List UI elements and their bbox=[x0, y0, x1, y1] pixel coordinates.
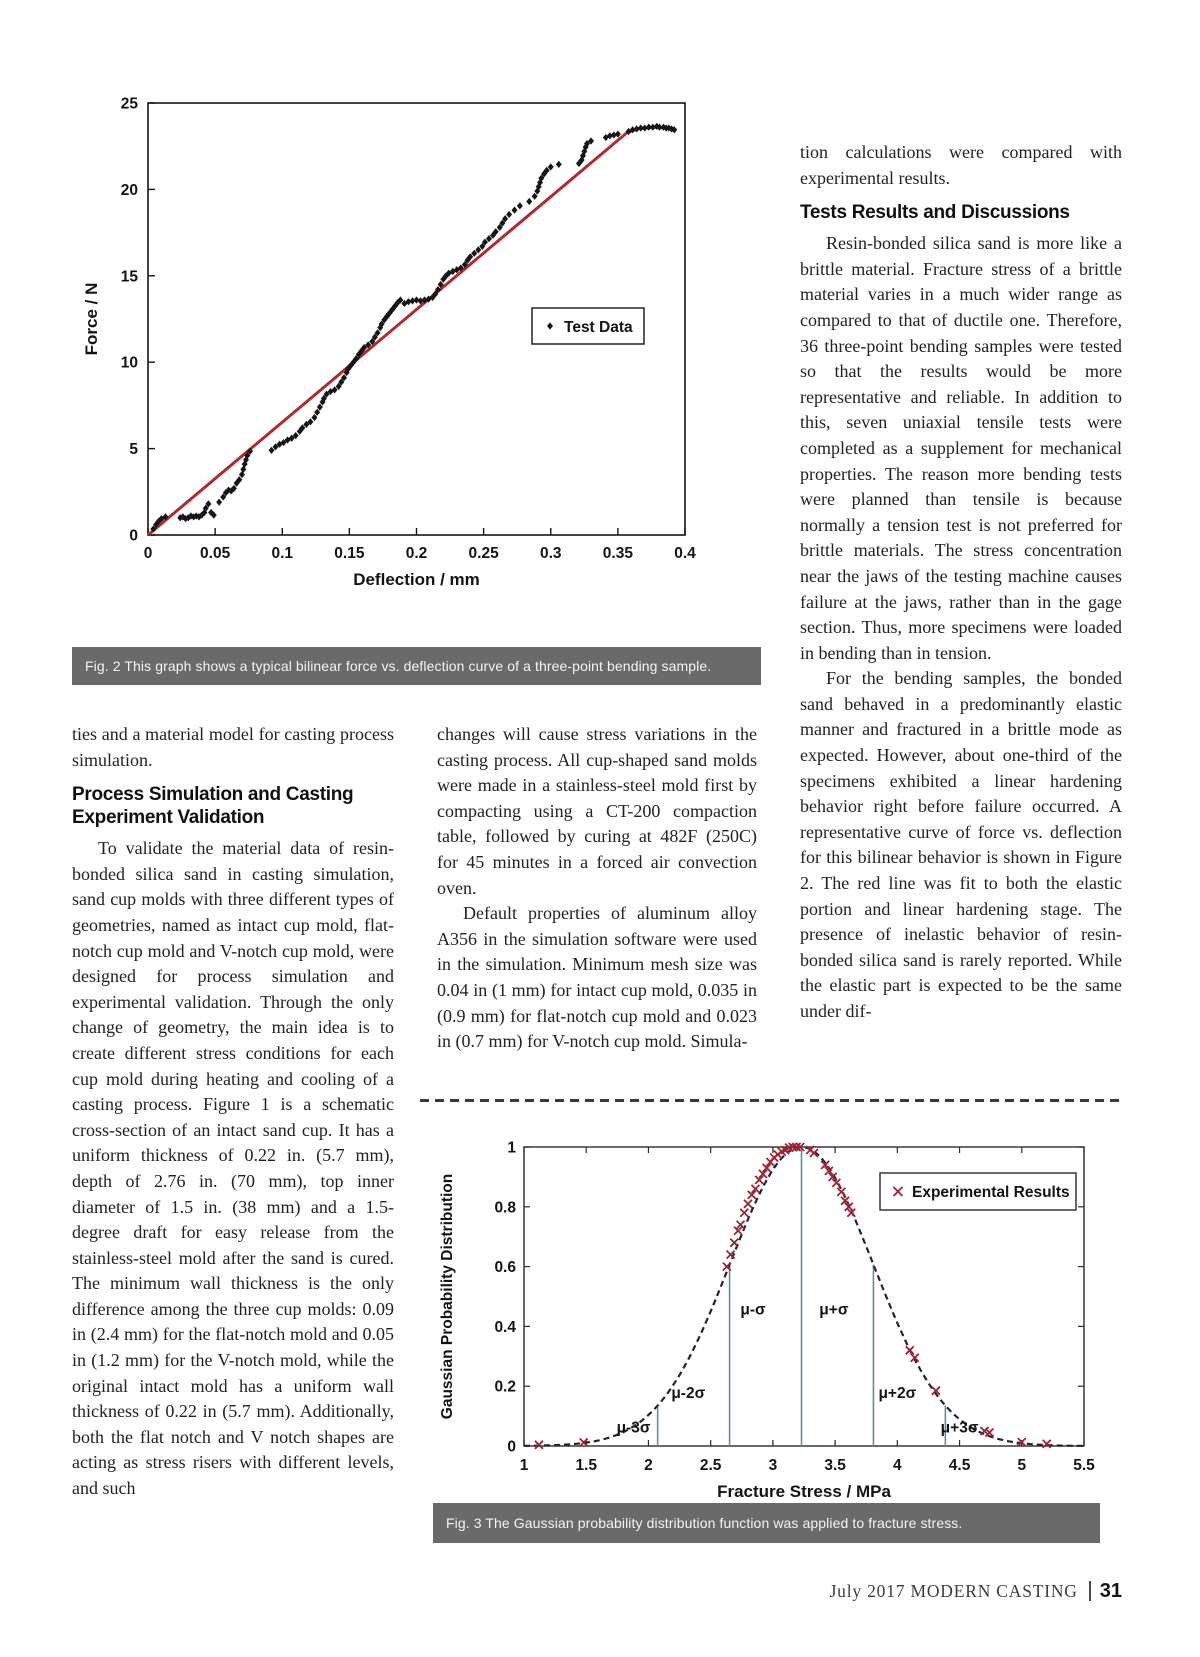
section-heading-tests-results: Tests Results and Discussions bbox=[800, 202, 1070, 224]
figure3-caption-text: Fig. 3 The Gaussian probability distribu… bbox=[446, 1515, 963, 1531]
svg-text:0.1: 0.1 bbox=[271, 545, 293, 562]
force-deflection-chart: 0 0.05 0.1 0.15 0.2 0.25 0.3 0.35 0.4 0 5 10 15 20 25 D… bbox=[82, 96, 696, 590]
footer-page-number: 31 bbox=[1099, 1580, 1122, 1602]
footer-issue: July 2017 bbox=[829, 1581, 906, 1601]
svg-text:0.8: 0.8 bbox=[494, 1199, 516, 1216]
svg-text:Deflection / mm: Deflection / mm bbox=[353, 570, 480, 589]
svg-text:0: 0 bbox=[507, 1439, 516, 1456]
svg-text:3: 3 bbox=[769, 1457, 778, 1474]
svg-text:2.5: 2.5 bbox=[700, 1457, 722, 1474]
svg-text:1: 1 bbox=[507, 1140, 516, 1157]
svg-text:Force / N: Force / N bbox=[82, 283, 101, 356]
svg-text:μ+σ: μ+σ bbox=[819, 1301, 849, 1318]
svg-text:0: 0 bbox=[144, 545, 153, 562]
paragraph: Resin-bonded silica sand is more like a … bbox=[800, 233, 1122, 663]
svg-text:0.6: 0.6 bbox=[494, 1259, 516, 1276]
svg-text:Fracture Stress / MPa: Fracture Stress / MPa bbox=[717, 1482, 891, 1501]
svg-text:0.25: 0.25 bbox=[469, 545, 500, 562]
svg-text:25: 25 bbox=[121, 96, 139, 113]
dashed-divider bbox=[420, 1099, 1122, 1102]
svg-text:μ-3σ: μ-3σ bbox=[617, 1420, 651, 1437]
svg-text:0.4: 0.4 bbox=[494, 1319, 516, 1336]
svg-text:1: 1 bbox=[520, 1457, 529, 1474]
figure2-caption-bar: Fig. 2 This graph shows a typical biline… bbox=[72, 647, 761, 685]
page-footer: July 2017 MODERN CASTING 31 bbox=[430, 1580, 1122, 1603]
svg-text:4: 4 bbox=[893, 1457, 902, 1474]
svg-text:Test Data: Test Data bbox=[564, 319, 633, 336]
svg-text:μ+2σ: μ+2σ bbox=[878, 1385, 916, 1402]
svg-text:2: 2 bbox=[644, 1457, 653, 1474]
paragraph: changes will cause stress variations in … bbox=[437, 724, 757, 898]
svg-text:0.4: 0.4 bbox=[674, 545, 696, 562]
paragraph: To validate the material data of resin-b… bbox=[72, 838, 394, 1499]
svg-text:0: 0 bbox=[129, 528, 138, 545]
svg-text:15: 15 bbox=[121, 268, 139, 285]
svg-text:0.3: 0.3 bbox=[540, 545, 562, 562]
svg-text:μ-σ: μ-σ bbox=[740, 1301, 766, 1318]
svg-text:10: 10 bbox=[121, 355, 138, 372]
paragraph: Default properties of aluminum alloy A35… bbox=[437, 903, 757, 1052]
svg-text:0.2: 0.2 bbox=[494, 1379, 516, 1396]
paragraph: tion calculations were compared with exp… bbox=[800, 142, 1122, 188]
figure2-caption-text: Fig. 2 This graph shows a typical biline… bbox=[85, 658, 712, 674]
svg-text:Experimental Results: Experimental Results bbox=[912, 1184, 1070, 1201]
svg-text:0.2: 0.2 bbox=[406, 545, 428, 562]
paragraph: For the bending samples, the bonded sand… bbox=[800, 668, 1122, 1021]
column-left: ties and a material model for casting pr… bbox=[72, 722, 394, 1502]
column-right: tion calculations were compared with exp… bbox=[800, 140, 1122, 1025]
svg-text:Gaussian Probability Distribut: Gaussian Probability Distribution bbox=[439, 1174, 456, 1419]
figure2: 0 0.05 0.1 0.15 0.2 0.25 0.3 0.35 0.4 0 5 10 15 20 25 D… bbox=[72, 88, 762, 643]
svg-text:5: 5 bbox=[129, 441, 138, 458]
svg-text:1.5: 1.5 bbox=[575, 1457, 597, 1474]
svg-text:20: 20 bbox=[121, 182, 138, 199]
figure3: 1 1.5 2 2.5 3 3.5 4 4.5 5 5.5 0 0.2 0.4 0.6 0.8 1 Fractu… bbox=[430, 1105, 1110, 1510]
svg-text:0.15: 0.15 bbox=[334, 545, 365, 562]
svg-text:4.5: 4.5 bbox=[949, 1457, 971, 1474]
footer-magazine: MODERN CASTING bbox=[910, 1581, 1078, 1601]
footer-divider bbox=[1088, 1581, 1091, 1601]
svg-text:0.05: 0.05 bbox=[200, 545, 231, 562]
gaussian-distribution-chart: 1 1.5 2 2.5 3 3.5 4 4.5 5 5.5 0 0.2 0.4 0.6 0.8 1 Fractu… bbox=[439, 1140, 1095, 1502]
svg-text:0.35: 0.35 bbox=[603, 545, 634, 562]
column-middle: changes will cause stress variations in … bbox=[437, 722, 757, 1055]
figure3-caption-bar: Fig. 3 The Gaussian probability distribu… bbox=[433, 1503, 1100, 1543]
paragraph: ties and a material model for casting pr… bbox=[72, 724, 394, 770]
svg-text:μ-2σ: μ-2σ bbox=[671, 1385, 705, 1402]
svg-text:5.5: 5.5 bbox=[1073, 1457, 1095, 1474]
svg-text:3.5: 3.5 bbox=[824, 1457, 846, 1474]
section-heading-process-simulation: Process Simulation and Casting Experimen… bbox=[72, 784, 354, 829]
svg-text:μ+3σ: μ+3σ bbox=[941, 1420, 979, 1437]
svg-text:5: 5 bbox=[1017, 1457, 1026, 1474]
